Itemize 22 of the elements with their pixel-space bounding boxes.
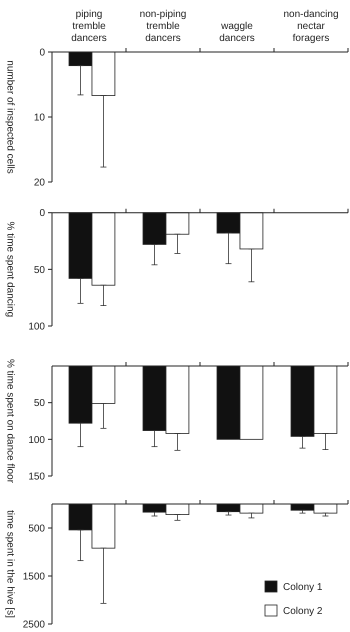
x-tick-label: piping tremble dancers [71,9,107,44]
y-axis-title: number of inspected cells [4,60,16,174]
x-tick-label: waggle dancers [219,21,255,44]
y-tick-label: 10 [34,112,46,124]
y-tick-label: 500 [28,524,46,534]
x-tick-label: non-piping tremble dancers [140,9,186,44]
y-axis-title: time spent in the hive [s] [4,510,16,618]
y-tick-label: 100 [28,322,46,332]
y-tick-label: 1500 [22,572,46,582]
y-tick-label: 0 [39,208,46,220]
y-axis-title: % time spent dancing [4,222,16,318]
y-tick-label: 20 [34,178,46,188]
y-tick-label: 2500 [22,620,46,630]
y-tick-label: 100 [28,434,46,446]
y-tick-label: 150 [28,472,46,482]
y-axis-title: % time spent on dance floor [4,359,16,484]
legend-label: Colony 2 [283,606,323,617]
y-tick-label: 0 [39,48,46,58]
y-tick-label: 50 [34,264,46,276]
y-tick-label: 50 [34,398,46,410]
legend-label: Colony 1 [283,582,323,593]
x-tick-label: non-dancing nectar foragers [283,9,339,44]
